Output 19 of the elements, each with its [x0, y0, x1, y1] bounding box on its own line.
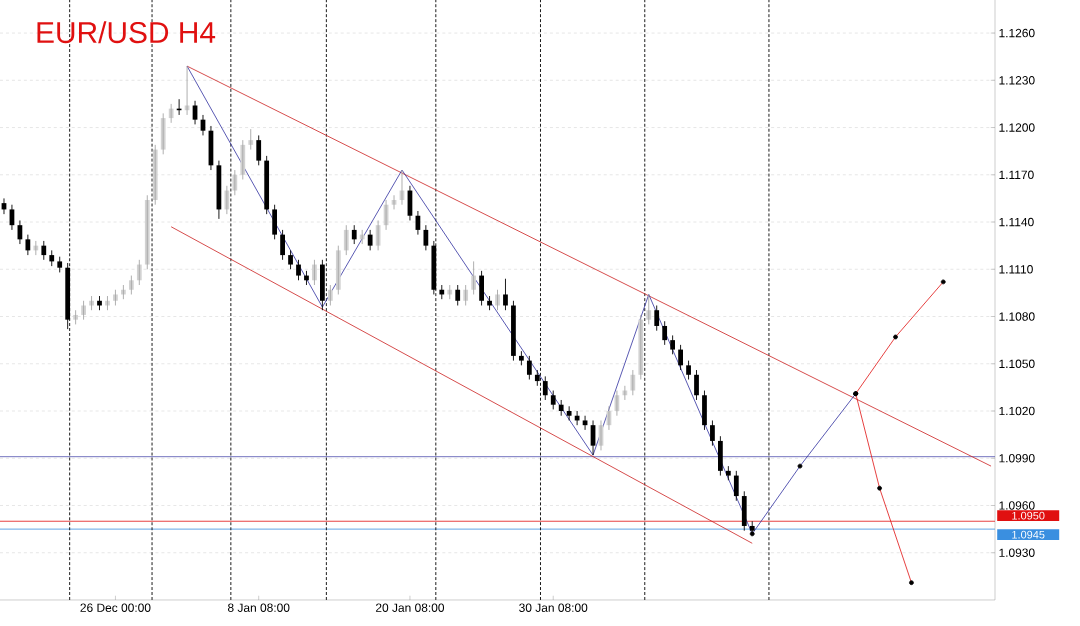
y-tick-label: 1.0960 [999, 501, 1035, 510]
ref-line-label: 1.0945 [1012, 530, 1045, 539]
y-tick-label: 1.1140 [999, 217, 1034, 227]
y-tick-label: 1.1050 [999, 359, 1035, 368]
y-tick-label: 1.1260 [999, 28, 1035, 38]
y-tick-label: 1.1200 [999, 123, 1035, 132]
y-tick-label: 1.0930 [999, 548, 1035, 557]
x-tick-label: 8 Jan 08:00 [227, 603, 290, 612]
ref-line-label: 1.0950 [1012, 511, 1045, 520]
x-tick-label: 26 Dec 00:00 [80, 603, 151, 612]
y-tick-label: 1.1230 [999, 76, 1035, 85]
y-tick-label: 1.1110 [999, 265, 1033, 274]
y-tick-label: 1.1080 [999, 312, 1035, 321]
x-tick-label: 20 Jan 08:00 [375, 603, 445, 612]
y-tick-label: 1.0990 [999, 454, 1035, 463]
x-tick-label: 30 Jan 08:00 [519, 603, 588, 612]
y-tick-label: 1.1020 [999, 406, 1035, 416]
text: EUR/USD H4 [37, 21, 216, 44]
y-tick-label: 1.1170 [999, 170, 1034, 180]
